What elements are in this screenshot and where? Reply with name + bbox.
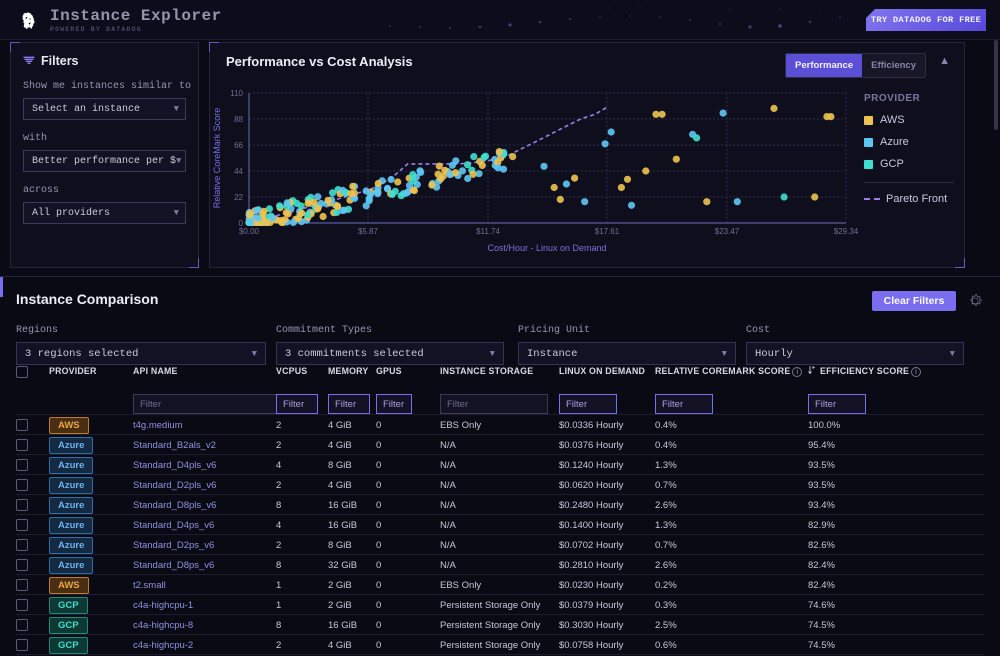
svg-text:$23.47: $23.47: [715, 227, 740, 236]
svg-text:$17.61: $17.61: [595, 227, 620, 236]
svg-text:Cost/Hour - Linux on Demand: Cost/Hour - Linux on Demand: [487, 243, 606, 253]
svg-text:22: 22: [234, 193, 243, 202]
svg-text:$11.74: $11.74: [476, 227, 500, 236]
svg-text:$5.87: $5.87: [358, 227, 379, 236]
svg-text:66: 66: [234, 141, 243, 150]
svg-text:$29.34: $29.34: [834, 227, 859, 236]
svg-text:88: 88: [234, 115, 243, 124]
svg-text:Relative CoreMark Score: Relative CoreMark Score: [212, 108, 222, 209]
svg-text:$0.00: $0.00: [239, 227, 260, 236]
svg-text:110: 110: [230, 89, 243, 98]
svg-text:44: 44: [234, 167, 243, 176]
